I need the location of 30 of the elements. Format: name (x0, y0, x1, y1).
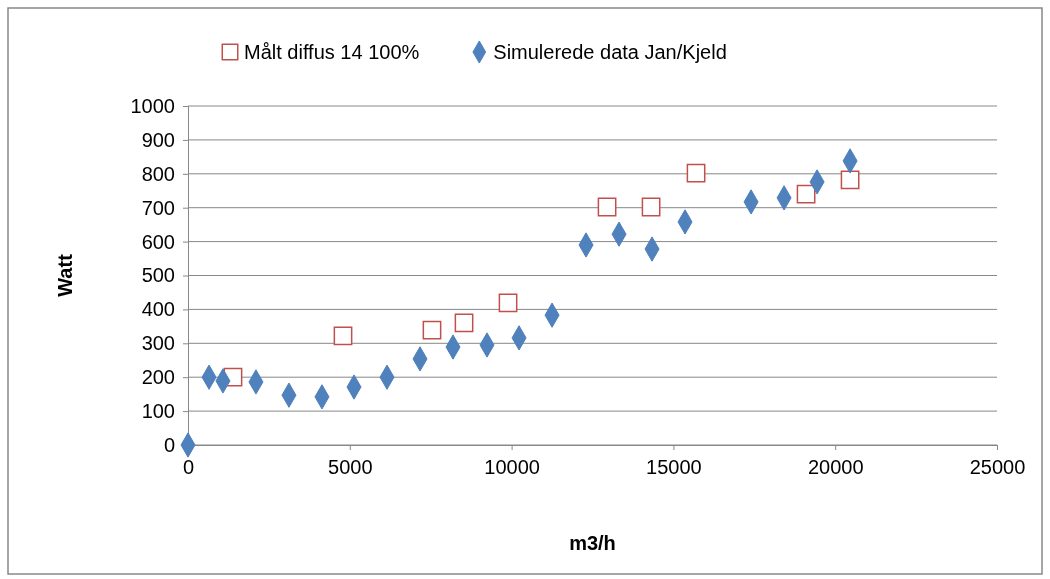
y-tick-label: 0 (163, 433, 175, 456)
x-tick-label: 15000 (646, 456, 702, 479)
y-tick-label: 700 (141, 196, 175, 219)
point (840, 170, 860, 190)
y-tick-label: 800 (141, 162, 175, 185)
x-axis-title: m3/h (569, 532, 616, 554)
point (498, 293, 518, 313)
point (796, 184, 816, 204)
y-tick-label: 200 (141, 366, 175, 389)
y-tick-label: 1000 (130, 94, 175, 117)
point (641, 197, 661, 217)
y-tick-label: 900 (141, 128, 175, 151)
point (686, 163, 706, 183)
point (597, 197, 617, 217)
y-tick-label: 100 (141, 400, 175, 422)
x-tick-label: 0 (182, 456, 195, 479)
y-tick-label: 300 (141, 332, 175, 355)
point (454, 313, 474, 333)
x-tick-label: 25000 (969, 456, 1026, 479)
y-tick-label: 400 (141, 298, 175, 321)
x-tick-label: 10000 (484, 456, 540, 479)
point (333, 326, 353, 346)
point (422, 320, 442, 340)
y-tick-label: 500 (141, 264, 175, 287)
x-tick-label: 5000 (328, 456, 373, 479)
x-tick-label: 20000 (807, 456, 864, 479)
y-tick-label: 600 (141, 230, 175, 253)
y-axis-title: Watt (54, 253, 76, 297)
legend-label: Simulerede data Jan/Kjeld (493, 41, 727, 63)
legend-label: Målt diffus 14 100% (244, 41, 420, 63)
